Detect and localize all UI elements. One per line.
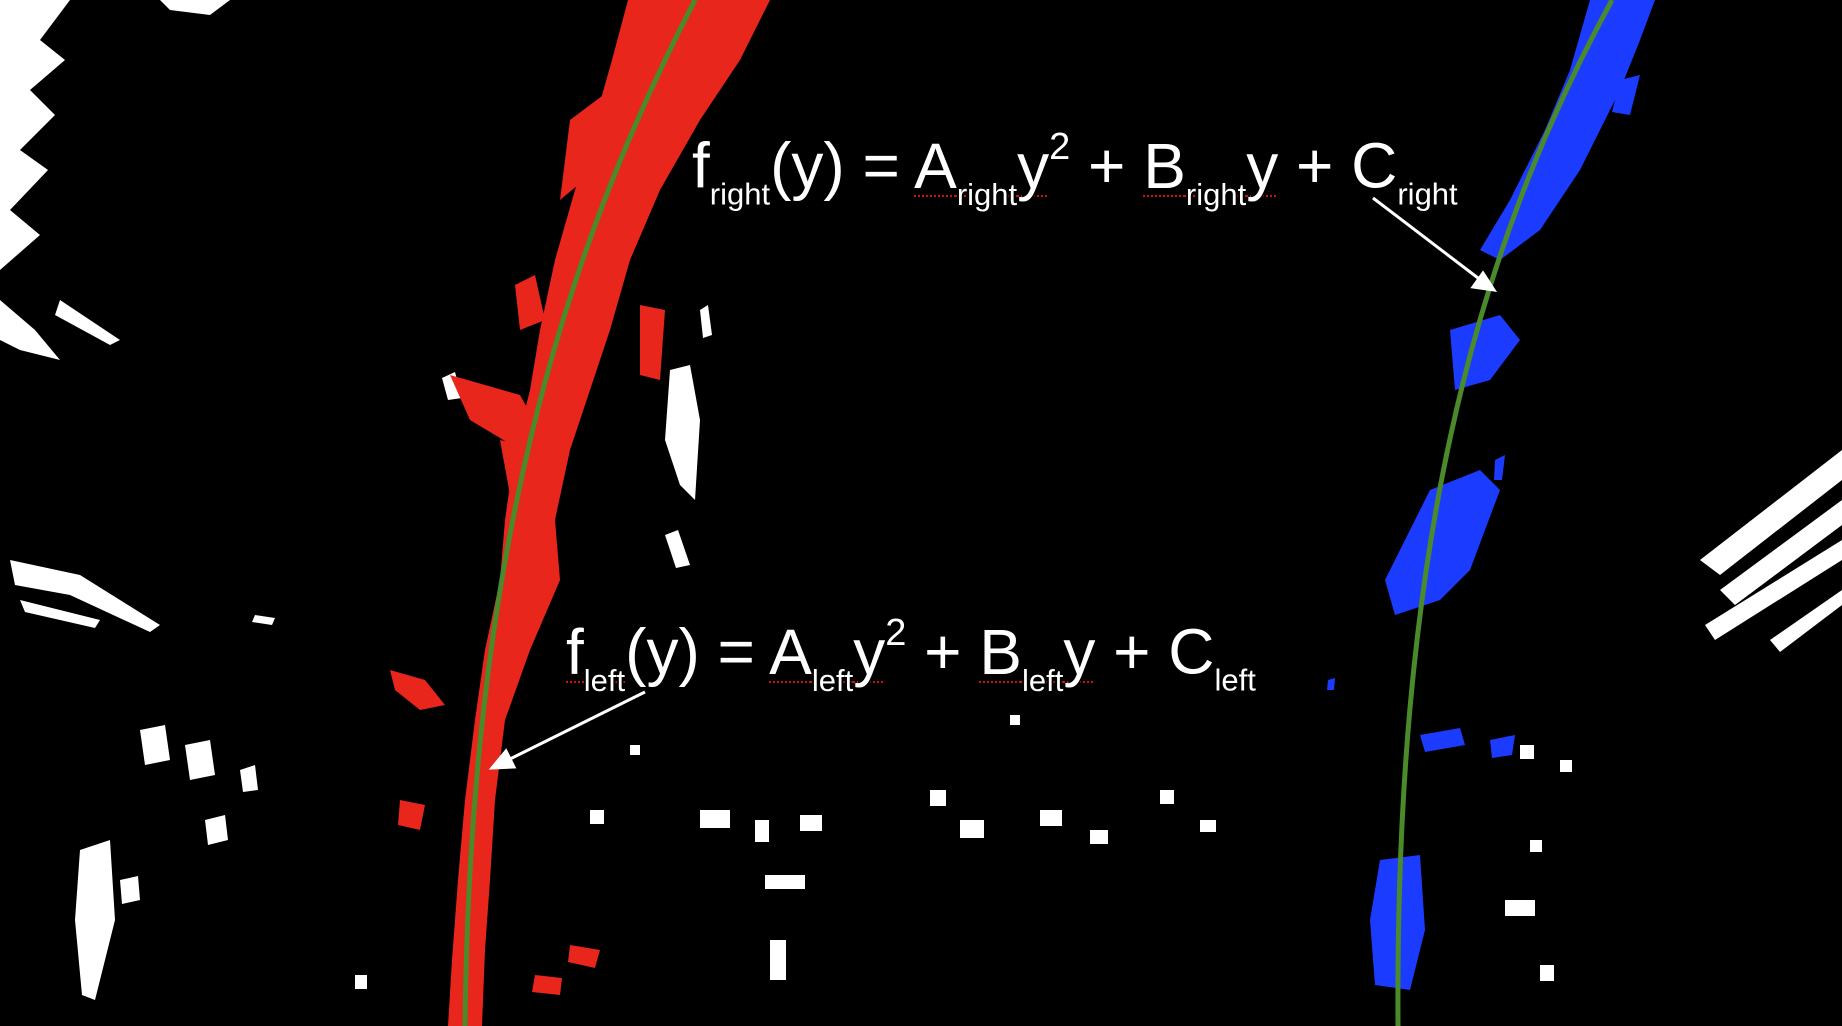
argument: (y) = [770,129,915,202]
exponent: 2 [885,612,907,654]
left-lane-equation: fleft(y) = Alefty2 + Blefty + Cleft [566,614,1256,696]
coef-c: C [1168,615,1215,688]
coef-b-subscript: right [1185,176,1247,212]
noise-right-side [1700,450,1842,652]
term-b: Blefty [979,615,1096,696]
argument: (y) = [625,615,770,688]
plus-sign: + [906,615,980,688]
noise-left-middle [10,560,275,632]
right-lane-equation: fright(y) = Arighty2 + Brighty + Cright [692,128,1458,210]
noise-bottom-speckles [355,715,1572,989]
coef-b: B [1143,129,1186,202]
noise-center [442,305,712,568]
term-a: Arighty [914,129,1050,210]
plus-sign: + [1278,129,1352,202]
right-lane-fit-curve [1395,0,1615,1026]
left-lane-fit-curve [462,0,698,1026]
f-subscript: left [583,662,626,698]
coef-a-subscript: left [811,662,854,698]
f-symbol: f [566,615,584,688]
coef-b: B [979,615,1022,688]
noise-bottom-left [75,725,258,1000]
var-y-squared: y [853,615,886,688]
left-arrow [488,690,646,770]
coef-a-subscript: right [956,176,1018,212]
coef-c-subscript: left [1214,662,1256,698]
var-y: y [1246,129,1279,202]
coef-c: C [1351,129,1398,202]
f-subscript: right [709,176,771,212]
coef-a: A [914,129,957,202]
plus-sign: + [1070,129,1144,202]
f-symbol: f [692,129,710,202]
term-b: Brighty [1143,129,1279,210]
term-a: Alefty [769,615,886,696]
var-y-squared: y [1017,129,1050,202]
coef-b-subscript: left [1021,662,1064,698]
right-arrow [1372,196,1498,292]
exponent: 2 [1049,126,1071,168]
noise-top-left [0,0,230,360]
var-y: y [1063,615,1096,688]
coef-a: A [769,615,812,688]
term-f: fleft [566,615,625,696]
coef-c-subscript: right [1397,176,1458,212]
plus-sign: + [1095,615,1169,688]
